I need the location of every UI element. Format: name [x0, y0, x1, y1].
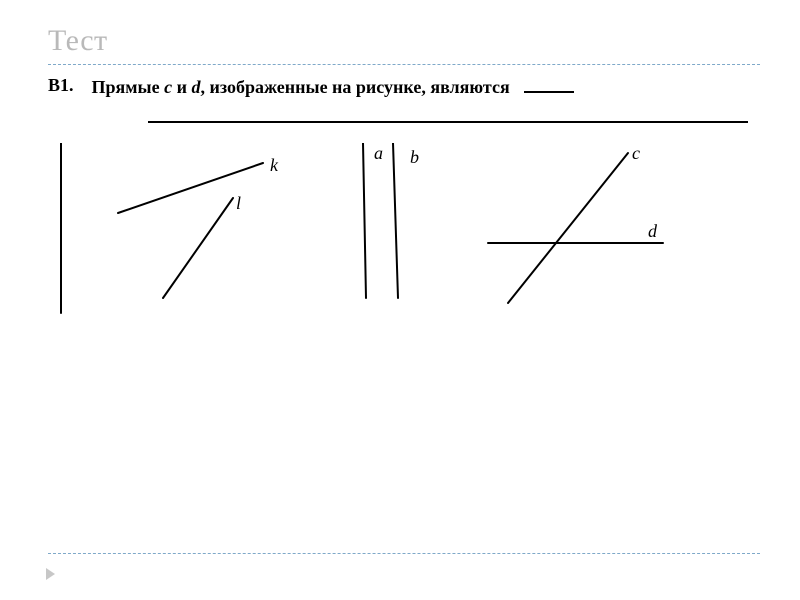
slide-bullet-icon	[46, 568, 55, 580]
question-number: B1.	[48, 75, 74, 96]
line-k	[118, 163, 263, 213]
line-b	[393, 143, 398, 298]
line-c	[508, 153, 628, 303]
question-row: B1. Прямые c и d, изображенные на рисунк…	[48, 75, 760, 99]
page-title: Тест	[48, 24, 760, 58]
label-b: b	[410, 147, 419, 168]
diagram: k l a b c d	[48, 143, 748, 353]
footer-rule	[48, 553, 760, 554]
var-c: c	[164, 77, 172, 97]
qtext-before: Прямые	[92, 77, 165, 97]
label-d: d	[648, 221, 657, 242]
line-a	[363, 143, 366, 298]
line-l	[163, 198, 233, 298]
label-l: l	[236, 193, 241, 214]
page: Тест B1. Прямые c и d, изображенные на р…	[0, 0, 800, 600]
diagram-svg	[48, 143, 748, 353]
label-c: c	[632, 143, 640, 164]
label-k: k	[270, 155, 278, 176]
answer-blank-short[interactable]	[524, 91, 574, 93]
question-text: Прямые c и d, изображенные на рисунке, я…	[92, 75, 575, 99]
answer-blank-long[interactable]	[148, 121, 748, 123]
title-underline	[48, 64, 760, 65]
qtext-after: , изображенные на рисунке, являются	[200, 77, 509, 97]
label-a: a	[374, 143, 383, 164]
qtext-mid: и	[172, 77, 191, 97]
